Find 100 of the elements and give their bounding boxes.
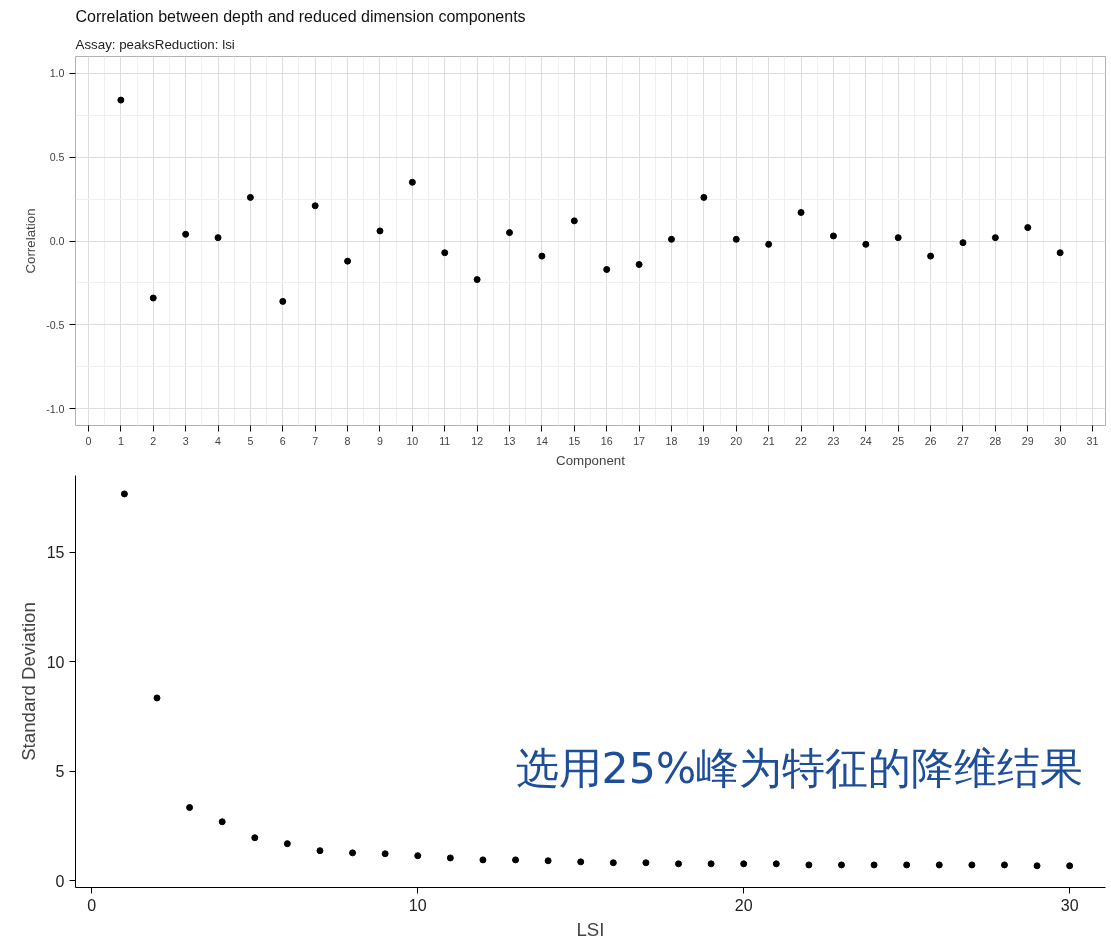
y-tick-label: -0.5	[46, 318, 65, 331]
point	[765, 240, 773, 248]
point	[538, 252, 546, 260]
x-tick-label: 31	[1086, 434, 1099, 447]
point	[570, 217, 578, 225]
point	[707, 860, 715, 868]
y-tick-label: -1.0	[46, 402, 65, 415]
point	[414, 852, 422, 860]
point	[927, 252, 935, 260]
x-tick-label: 30	[1060, 896, 1079, 914]
point	[772, 860, 780, 868]
point	[506, 229, 514, 237]
x-tick-label: 23	[827, 434, 840, 447]
point	[1033, 862, 1041, 870]
point	[609, 859, 617, 867]
point	[675, 860, 683, 868]
point	[408, 178, 416, 186]
point	[316, 847, 324, 855]
x-tick-label: 21	[762, 434, 775, 447]
point	[732, 235, 740, 243]
x-tick-label: 7	[312, 434, 319, 447]
point	[349, 849, 357, 857]
x-tick-label: 24	[859, 434, 872, 447]
x-tick-label: 17	[633, 434, 646, 447]
point	[635, 260, 643, 268]
x-tick-label: 28	[989, 434, 1002, 447]
point	[283, 840, 291, 848]
point	[1000, 861, 1008, 869]
point	[512, 856, 520, 864]
point	[246, 193, 254, 201]
x-tick-label: 14	[535, 434, 548, 447]
x-tick-label: 16	[600, 434, 613, 447]
point	[149, 294, 157, 302]
x-tick-label: 1	[117, 434, 124, 447]
point	[441, 249, 449, 257]
point	[991, 234, 999, 242]
point	[935, 861, 943, 869]
x-tick-label: 18	[665, 434, 678, 447]
x-tick-label: 30	[1054, 434, 1067, 447]
y-axis-title: Standard Deviation	[17, 602, 39, 761]
x-tick-label: 15	[568, 434, 581, 447]
point	[376, 227, 384, 235]
point	[700, 193, 708, 201]
x-tick-label: 6	[279, 434, 286, 447]
point	[577, 858, 585, 866]
point	[829, 232, 837, 240]
point	[667, 235, 675, 243]
point	[903, 861, 911, 869]
x-tick-label: 3	[182, 434, 189, 447]
point	[479, 856, 487, 864]
y-tick-label: 5	[55, 763, 65, 781]
y-axis-title: Correlation	[23, 208, 39, 274]
point	[1024, 224, 1032, 232]
chart-subtitle: Assay: peaksReduction: lsi	[75, 36, 235, 52]
point	[218, 818, 226, 826]
x-tick-label: 22	[795, 434, 808, 447]
point	[642, 859, 650, 867]
point	[311, 202, 319, 210]
x-tick-label: 27	[957, 434, 969, 447]
point	[153, 694, 161, 702]
x-tick-label: 11	[439, 434, 451, 447]
point	[959, 239, 967, 247]
x-axis-title: Component	[556, 452, 626, 468]
point	[186, 804, 194, 811]
point	[603, 266, 611, 274]
point	[279, 297, 287, 305]
x-tick-label: 29	[1021, 434, 1034, 447]
point	[862, 240, 870, 248]
y-tick-label: 0.0	[49, 235, 65, 247]
annotation: 选用25%峰为特征的降维结果	[515, 742, 1084, 793]
point	[1056, 249, 1064, 257]
x-tick-label: 2	[150, 434, 157, 447]
x-tick-label: 10	[406, 434, 419, 447]
x-tick-label: 20	[734, 896, 753, 914]
point	[894, 234, 902, 242]
point	[473, 276, 481, 284]
point	[214, 234, 222, 242]
point	[837, 861, 845, 869]
point	[251, 834, 259, 842]
x-tick-label: 0	[87, 896, 97, 914]
x-tick-label: 8	[344, 434, 351, 447]
x-tick-label: 9	[377, 434, 383, 447]
x-tick-label: 12	[471, 434, 484, 447]
point	[1066, 862, 1074, 870]
point	[182, 230, 190, 238]
point	[344, 257, 352, 265]
point	[544, 857, 552, 865]
point	[797, 208, 805, 216]
x-tick-label: 20	[730, 434, 743, 447]
point	[381, 850, 389, 858]
point	[120, 490, 128, 498]
point	[870, 861, 878, 869]
y-tick-label: 1.0	[49, 67, 65, 80]
x-tick-label: 4	[215, 434, 222, 447]
point	[117, 96, 125, 104]
x-tick-label: 26	[924, 434, 937, 447]
x-tick-label: 10	[408, 896, 427, 914]
point	[446, 854, 454, 862]
point	[805, 861, 813, 869]
x-tick-label: 13	[503, 434, 516, 447]
